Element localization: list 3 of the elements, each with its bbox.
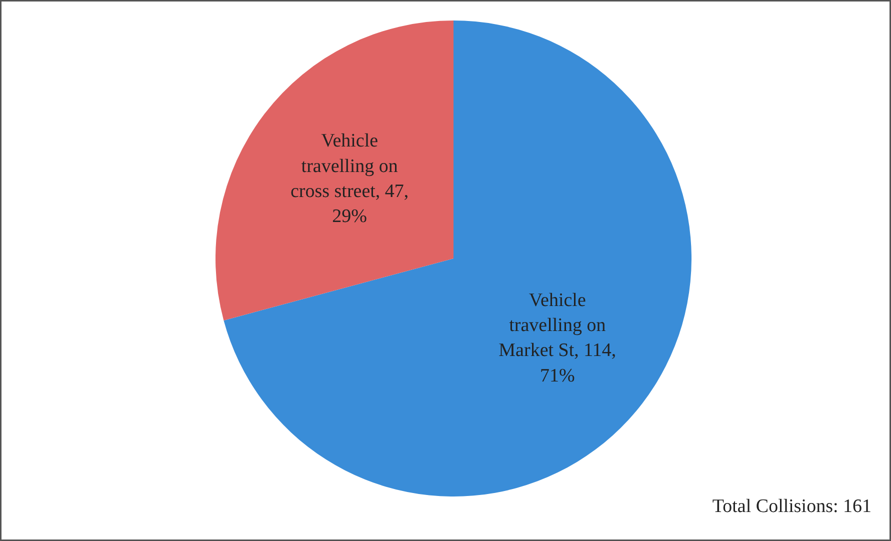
text: Total Collisions: 161 [712, 496, 872, 517]
slice-label: Vehicle travelling on cross street, 47, 29% [290, 130, 409, 228]
slice-label: Vehicle travelling on Market St, 114, 71% [498, 290, 616, 386]
